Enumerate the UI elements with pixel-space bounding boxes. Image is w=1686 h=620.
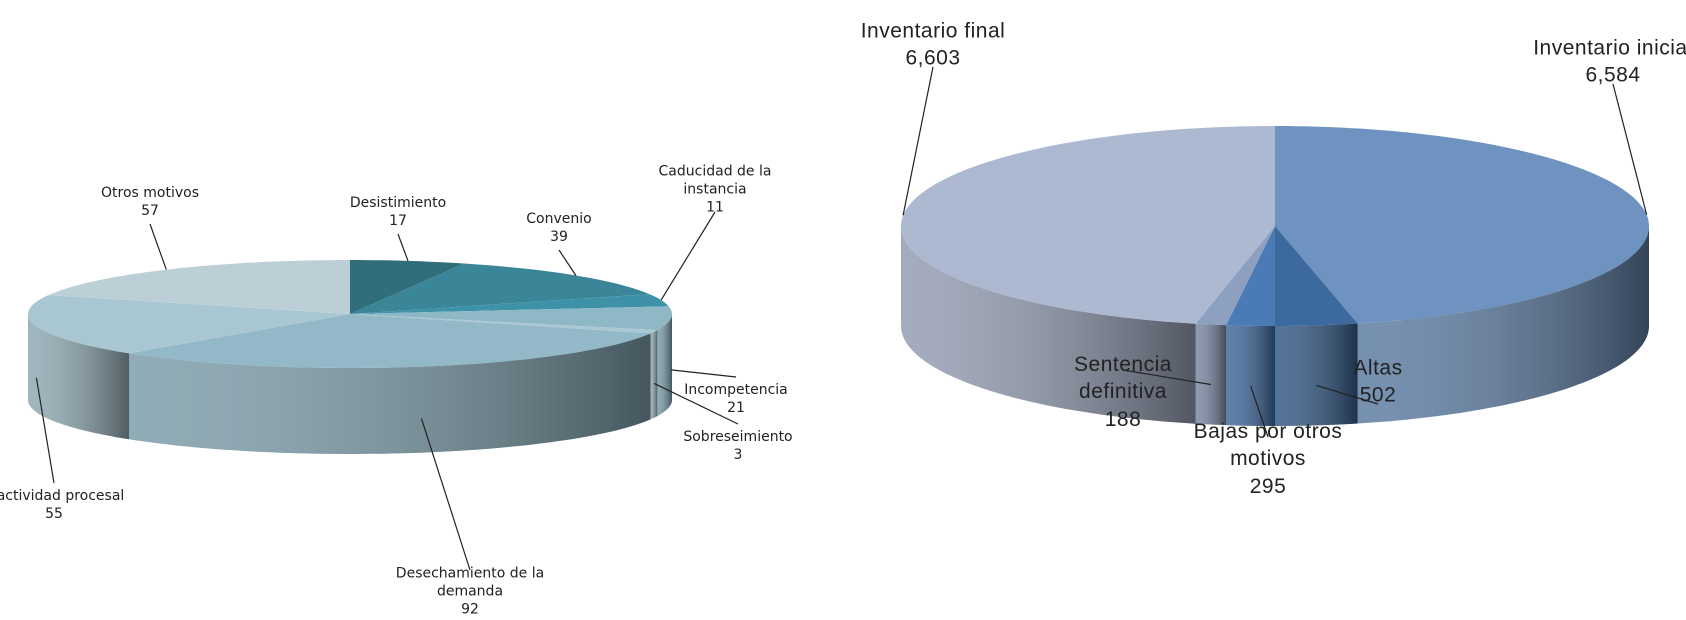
slice [350,260,465,314]
slice [1275,226,1358,326]
side-shade [28,314,130,440]
label-value: 3 [733,447,743,463]
slice [901,126,1275,324]
data-label: Otros motivos 57 [75,184,225,220]
label-value: 21 [727,400,745,416]
label-name: Incompetencia [684,381,788,398]
side-shade [1357,226,1649,424]
leader-line [1612,83,1648,216]
data-label: Incompetencia 21 [661,381,811,417]
leader-line [558,249,577,276]
label-value: 92 [461,602,479,619]
slice [350,294,669,314]
leader-line [149,223,167,270]
slice [1195,226,1275,326]
leader-line [1250,385,1269,438]
label-value: 188 [1104,407,1142,431]
label-name: Bajas por otros motivos [1193,420,1343,471]
slice [1226,226,1275,326]
data-label: Inventario final 6,603 [838,18,1028,73]
label-value: 57 [141,203,159,219]
label-value: 6,584 [1585,64,1641,87]
data-label: Convenio 39 [484,210,634,246]
label-name: Desechamiento de la demanda [395,565,545,600]
data-label: Sentencia definitiva 188 [1028,351,1218,433]
slice [350,263,650,314]
data-label: Caducidad de la instancia 11 [640,163,790,218]
side-shade [129,333,651,454]
side-shade [1195,323,1227,426]
leader-line [1316,384,1379,405]
slice [28,295,350,354]
data-label: Altas 502 [1283,355,1473,410]
label-name: Caducidad de la instancia [658,163,772,198]
pie [28,260,672,454]
data-label: Inventario inicial 6,584 [1518,35,1686,90]
label-name: Sobreseimiento [683,428,793,445]
label-value: 39 [550,229,568,245]
label-name: Convenio [526,210,592,227]
data-label: Desistimiento 17 [323,194,473,230]
slice [350,306,672,331]
leader-line [1122,369,1211,386]
label-value: 11 [706,200,724,217]
leader-line [902,66,934,216]
label-name: Desistimiento [349,194,447,211]
leader-line [660,211,716,301]
label-value: 55 [45,506,63,522]
side-shade [1275,323,1358,426]
label-name: Sentencia definitiva [1074,353,1172,404]
slice [350,314,658,334]
pie [901,126,1649,426]
data-label: Desechamiento de la demanda 92 [395,565,545,620]
data-label: Bajas por otros motivos 295 [1173,418,1363,500]
slice [1275,126,1649,324]
leader-line [35,377,55,484]
leader-line [420,418,471,571]
leader-line [653,382,739,425]
label-value: 17 [389,213,407,229]
label-name: Inactividad procesal [0,487,125,504]
slice [48,260,351,314]
label-name: Inventario final [860,19,1006,43]
side-shade [650,330,658,420]
leader-line [397,233,409,262]
label-value: 6,603 [905,47,961,70]
label-name: Inventario inicial [1533,36,1686,60]
label-value: 295 [1249,474,1287,498]
label-name: Altas [1353,356,1403,380]
slice [129,314,651,368]
side-shade [901,226,1196,424]
side-shade [1226,325,1275,426]
label-value: 502 [1359,384,1397,407]
label-name: Otros motivos [101,184,199,201]
data-label: Inactividad procesal 55 [0,487,129,523]
leader-line [670,369,737,378]
data-label: Sobreseimiento 3 [663,428,813,464]
